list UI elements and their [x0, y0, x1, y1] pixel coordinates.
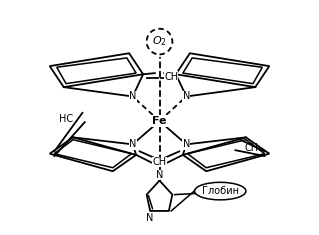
Text: N: N [129, 91, 136, 102]
Text: N: N [156, 170, 163, 180]
Text: N: N [129, 139, 136, 149]
Text: CH: CH [164, 72, 178, 82]
Text: CH: CH [152, 157, 167, 167]
Ellipse shape [195, 182, 246, 200]
Text: N: N [146, 213, 154, 223]
Text: Fe: Fe [152, 116, 167, 126]
Text: HC: HC [59, 114, 73, 124]
Text: CH: CH [245, 143, 259, 153]
Text: $O_2$: $O_2$ [152, 35, 167, 48]
Text: N: N [183, 91, 190, 102]
Text: Глобин: Глобин [202, 186, 239, 196]
Text: N: N [183, 139, 190, 149]
